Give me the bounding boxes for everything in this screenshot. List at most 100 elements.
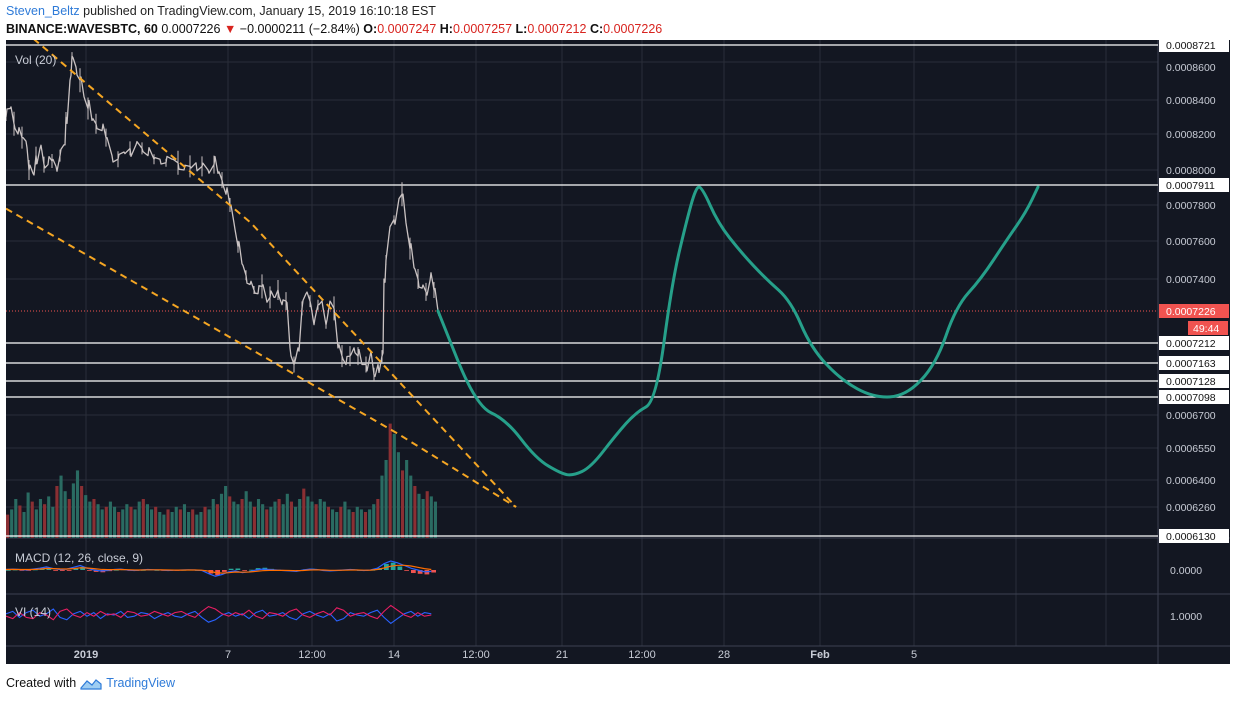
volume-bar-7 <box>34 509 38 538</box>
price-axis-label-8: 0.0007400 <box>1166 274 1216 286</box>
time-axis-label-1: 7 <box>225 649 231 661</box>
price-axis-label-7: 0.0007600 <box>1166 236 1216 248</box>
volume-bar-31 <box>133 509 137 538</box>
price-axis-label-14: 0.0006550 <box>1166 443 1216 455</box>
low-label: L: <box>515 22 528 36</box>
volume-bar-8 <box>38 499 43 538</box>
price-axis-label-17: 0.0006130 <box>1166 531 1216 543</box>
volume-bar-10 <box>47 496 51 538</box>
volume-bar-29 <box>125 504 129 538</box>
volume-bar-58 <box>244 491 248 538</box>
volume-bar-52 <box>219 493 224 538</box>
macd-histogram-bar-3 <box>26 570 31 571</box>
volume-bar-76 <box>318 499 322 538</box>
volume-bar-27 <box>117 512 121 538</box>
volume-bar-19 <box>84 495 88 538</box>
last-price: 0.0007226 <box>161 22 221 36</box>
volume-bar-81 <box>339 506 343 538</box>
price-axis-label-16: 0.0006260 <box>1166 502 1216 514</box>
open-value: 0.0007247 <box>377 22 437 36</box>
price-label-bg-10 <box>1159 356 1229 370</box>
volume-bar-43 <box>182 504 187 538</box>
price-axis-panel <box>1158 40 1230 664</box>
price-axis-label-4: 0.0008000 <box>1166 165 1216 177</box>
price-axis-label-6: 0.0007800 <box>1166 200 1216 212</box>
volume-bar-95 <box>396 452 400 538</box>
volume-bar-60 <box>252 506 256 538</box>
volume-bar-20 <box>88 501 92 538</box>
volume-bar-33 <box>141 499 145 538</box>
volume-bar-5 <box>26 492 30 538</box>
volume-bar-38 <box>162 514 166 538</box>
close-label: C: <box>589 22 604 36</box>
volume-bar-51 <box>215 504 219 538</box>
volume-bar-28 <box>121 509 125 538</box>
symbol-info: BINANCE:WAVESBTC, 60 0.0007226 ▼ −0.0000… <box>6 22 662 36</box>
author-link[interactable]: Steven_Beltz <box>6 4 80 18</box>
volume-bar-42 <box>178 509 182 538</box>
volume-bar-56 <box>236 504 240 538</box>
volume-bar-94 <box>392 434 396 538</box>
published-text: published on TradingView.com, January 15… <box>83 4 436 18</box>
time-axis-label-7: 28 <box>718 649 730 661</box>
macd-histogram-bar-61 <box>417 570 423 574</box>
volume-bar-2 <box>14 499 18 538</box>
volume-bar-15 <box>67 499 71 538</box>
price-series-candles <box>6 55 440 378</box>
volume-bar-98 <box>409 475 413 538</box>
footer: Created with TradingView <box>6 676 175 690</box>
macd-histogram-bar-12 <box>87 570 92 571</box>
volume-bar-80 <box>335 512 339 538</box>
price-change: −0.0000211 (−2.84%) <box>239 22 360 36</box>
time-axis-label-2: 12:00 <box>298 649 326 661</box>
volume-bar-62 <box>261 504 265 538</box>
volume-bar-4 <box>22 512 26 538</box>
volume-bar-61 <box>256 499 261 538</box>
volume-bar-85 <box>355 506 359 538</box>
volume-bar-90 <box>376 499 380 538</box>
macd-histogram-bar-60 <box>411 570 416 574</box>
volume-bar-78 <box>326 506 331 538</box>
volume-bar-40 <box>170 512 174 538</box>
volume-bar-103 <box>429 496 433 538</box>
macd-histogram-bar-8 <box>60 570 65 571</box>
volume-bar-84 <box>351 512 355 538</box>
price-label-bg-0 <box>1159 40 1229 52</box>
volume-bar-65 <box>273 501 277 538</box>
volume-bar-46 <box>195 514 199 538</box>
macd-histogram-bar-7 <box>53 570 58 571</box>
macd-histogram-bar-37 <box>255 568 261 570</box>
volume-bar-45 <box>191 509 195 538</box>
volume-bar-6 <box>30 501 34 538</box>
volume-bar-13 <box>59 475 63 538</box>
tradingview-link[interactable]: TradingView <box>106 676 175 690</box>
volume-bar-34 <box>145 504 149 538</box>
volume-bar-9 <box>43 504 47 538</box>
volume-bar-89 <box>372 504 376 538</box>
tradingview-logo-icon <box>80 678 102 690</box>
macd-histogram-bar-16 <box>114 569 119 571</box>
macd-histogram-bar-35 <box>242 570 247 571</box>
projected-price-path <box>436 185 1040 477</box>
volume-bar-48 <box>203 506 207 538</box>
price-chart[interactable]: 0.0008721 0.0008600 0.0008400 0.0008200 0.00… <box>6 40 1230 664</box>
volume-bar-73 <box>306 496 310 538</box>
volume-bar-49 <box>207 509 211 538</box>
volume-bar-87 <box>363 512 368 538</box>
volume-bar-53 <box>224 486 228 538</box>
volume-bar-41 <box>174 506 178 538</box>
volume-bar-21 <box>92 499 96 538</box>
time-axis-label-3: 14 <box>388 649 400 661</box>
price-label-bg-5 <box>1159 178 1229 192</box>
volume-bar-75 <box>314 504 318 538</box>
down-arrow-icon: ▼ <box>223 22 237 36</box>
time-axis-label-5: 21 <box>556 649 568 661</box>
volume-bar-72 <box>302 488 306 538</box>
high-label: H: <box>439 22 453 36</box>
symbol-label: BINANCE:WAVESBTC, 60 <box>6 22 158 36</box>
price-axis-label-15: 0.0006400 <box>1166 475 1216 487</box>
wedge-lower-trendline <box>6 207 517 508</box>
macd-histogram-bar-34 <box>235 568 241 570</box>
volume-bar-25 <box>108 501 112 538</box>
price-tag-label: 0.0007226 <box>1166 306 1216 318</box>
